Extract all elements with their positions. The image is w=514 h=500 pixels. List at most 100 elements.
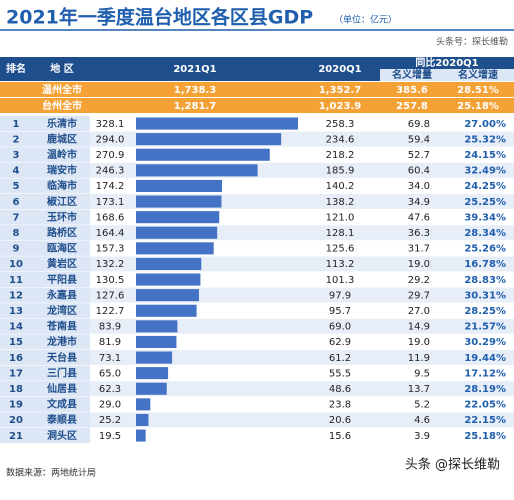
region: 温岭市: [47, 148, 77, 161]
bar: [136, 211, 220, 224]
q1-2020: 128.1: [326, 228, 355, 239]
row-bg: [0, 209, 514, 225]
increase: 9.5: [414, 368, 430, 379]
q1-2020: 48.6: [329, 384, 351, 395]
watermark: 头条 @探长维勒: [405, 457, 500, 473]
label-bg: [0, 303, 90, 319]
rank: 15: [9, 337, 23, 348]
subheader-bg: [380, 69, 514, 81]
region: 永嘉县: [46, 288, 77, 301]
increase: 13.7: [408, 384, 430, 395]
value-label: 132.2: [96, 259, 125, 270]
q1-2020: 258.3: [326, 119, 355, 130]
increase: 34.9: [408, 197, 430, 208]
q1-2020: 15.6: [329, 431, 351, 442]
total-row-bg: [0, 82, 514, 97]
value-label: 164.4: [96, 228, 125, 239]
region: 瑞安市: [47, 164, 77, 177]
label-bg: [0, 381, 90, 397]
q1-2020: 55.5: [329, 368, 351, 379]
header-region: 地 区: [50, 62, 73, 75]
q1-2020: 125.6: [326, 244, 355, 255]
rank: 10: [9, 259, 23, 270]
header-growth: 名义增速: [458, 68, 498, 81]
total-cell: 257.8: [396, 101, 428, 112]
increase: 31.7: [408, 244, 430, 255]
bar: [136, 133, 282, 146]
value-label: 62.3: [99, 384, 121, 395]
q1-2020: 62.9: [329, 337, 351, 348]
growth: 16.78%: [464, 259, 506, 270]
row-bg: [0, 240, 514, 256]
increase: 3.9: [414, 431, 430, 442]
region: 平阳县: [47, 274, 77, 286]
increase: 4.6: [414, 415, 430, 426]
region: 椒江区: [47, 195, 77, 208]
bar: [136, 257, 202, 270]
rank: 4: [13, 166, 20, 177]
increase: 11.9: [408, 353, 430, 364]
increase: 34.0: [408, 181, 430, 192]
label-bg: [0, 350, 90, 365]
growth: 24.25%: [464, 181, 506, 192]
increase: 60.4: [408, 166, 430, 177]
growth: 30.31%: [464, 290, 506, 301]
growth: 24.15%: [464, 150, 506, 161]
value-label: 168.6: [96, 212, 125, 223]
bar: [136, 351, 173, 364]
region: 仙居县: [47, 382, 77, 395]
q1-2020: 121.0: [326, 212, 355, 223]
title: 2021年一季度温台地区各区县GDP: [6, 6, 313, 29]
footer: 数据来源：两地统计局: [6, 467, 96, 479]
region: 洞头区: [47, 429, 77, 442]
q1-2020: 140.2: [326, 181, 355, 192]
increase: 36.3: [408, 228, 430, 239]
growth: 25.26%: [464, 244, 506, 255]
unit: （单位：亿元）: [334, 14, 397, 26]
rank: 19: [9, 400, 23, 411]
q1-2020: 113.2: [326, 259, 355, 270]
total-cell: 1,738.3: [174, 85, 216, 96]
bar: [136, 429, 146, 442]
row-bg: [0, 381, 514, 397]
bar: [136, 117, 298, 130]
row-bg: [0, 412, 514, 428]
growth: 19.44%: [464, 353, 506, 364]
label-bg: [0, 256, 90, 272]
total-cell: 1,352.7: [319, 85, 361, 96]
label-bg: [0, 318, 90, 334]
rank: 20: [9, 415, 23, 426]
rank: 12: [9, 290, 23, 301]
table-body: 温州全市 1,738.3 1,352.7 385.6 28.51% 台州全市 1,281.7…: [0, 82, 514, 443]
growth: 28.19%: [464, 384, 506, 395]
bar: [136, 195, 222, 208]
increase: 19.0: [408, 337, 430, 348]
growth: 28.34%: [464, 228, 506, 239]
region: 天台县: [47, 351, 77, 364]
bar: [136, 304, 197, 317]
header-rank: 排名: [6, 62, 26, 75]
label-bg: [0, 365, 90, 381]
bar: [136, 242, 214, 255]
increase: 59.4: [408, 134, 430, 145]
value-label: 130.5: [96, 275, 125, 286]
total-cell: 1,023.9: [319, 101, 361, 112]
increase: 19.0: [408, 259, 430, 270]
q1-2020: 61.2: [329, 353, 351, 364]
row-bg: [0, 350, 514, 365]
row-bg: [0, 428, 514, 443]
value-label: 174.2: [96, 181, 125, 192]
row-bg: [0, 303, 514, 319]
rank: 14: [9, 322, 23, 333]
value-label: 127.6: [96, 290, 125, 301]
bar: [136, 398, 151, 411]
bar: [136, 335, 177, 348]
increase: 29.7: [408, 290, 430, 301]
total-cell: 385.6: [396, 85, 428, 96]
bar: [136, 226, 218, 239]
label-bg: [0, 147, 90, 163]
bar: [136, 273, 201, 286]
row-bg: [0, 318, 514, 334]
rank: 21: [9, 431, 23, 442]
